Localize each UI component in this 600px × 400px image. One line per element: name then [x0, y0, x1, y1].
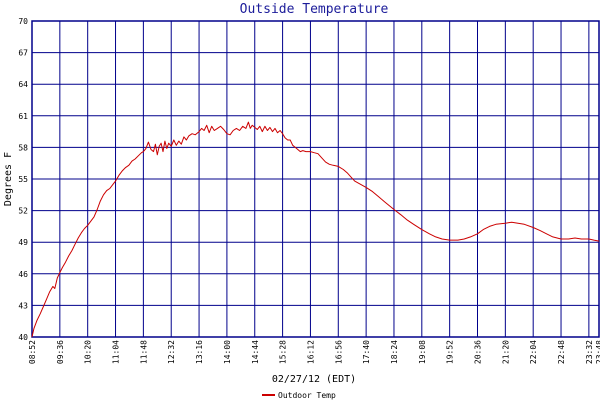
series-layer — [31, 121, 600, 338]
y-axis-ticks: 40 43 46 49 52 55 58 61 64 67 70 — [18, 17, 28, 342]
y-tick-label: 52 — [18, 207, 28, 216]
x-tick-label: 14:44 — [251, 340, 260, 364]
x-tick-label: 21:20 — [501, 340, 510, 364]
x-axis-label: 02/27/12 (EDT) — [272, 374, 356, 385]
y-tick-label: 46 — [18, 270, 28, 279]
y-tick-label: 43 — [18, 301, 28, 310]
plot-area — [31, 20, 600, 338]
y-axis-label: Degrees F — [3, 152, 14, 206]
x-tick-label: 19:52 — [446, 340, 455, 364]
y-tick-label: 40 — [18, 333, 28, 342]
legend: Outdoor Temp — [262, 391, 336, 400]
x-tick-label: 09:36 — [56, 340, 65, 364]
x-axis-ticks: 08:52 09:36 10:20 11:04 11:48 12:32 13:16 14:00… — [28, 340, 600, 364]
y-tick-label: 64 — [18, 80, 28, 89]
x-tick-label: 23:48 — [595, 340, 600, 364]
x-tick-label: 20:36 — [474, 340, 483, 364]
x-tick-label: 11:48 — [139, 340, 148, 364]
y-tick-label: 61 — [18, 112, 28, 121]
x-tick-label: 19:08 — [418, 340, 427, 364]
y-tick-label: 55 — [18, 175, 28, 184]
chart-title: Outside Temperature — [240, 2, 389, 17]
x-tick-label: 18:24 — [390, 340, 399, 364]
x-tick-label: 08:52 — [28, 340, 37, 364]
x-tick-label: 16:56 — [334, 340, 343, 364]
x-tick-label: 10:20 — [84, 340, 93, 364]
x-tick-label: 22:04 — [529, 340, 538, 364]
y-tick-label: 58 — [18, 143, 28, 152]
legend-label-outdoor-temp: Outdoor Temp — [278, 391, 336, 400]
x-tick-label: 16:12 — [306, 340, 315, 364]
x-tick-label: 17:40 — [362, 340, 371, 364]
x-tick-label: 22:48 — [557, 340, 566, 364]
x-tick-label: 12:32 — [167, 340, 176, 364]
series-line-outdoor-temp — [31, 121, 600, 338]
x-tick-label: 14:00 — [223, 340, 232, 364]
x-tick-label: 23:32 — [585, 340, 594, 364]
x-tick-label: 15:28 — [279, 340, 288, 364]
y-tick-label: 67 — [18, 49, 28, 58]
y-tick-label: 49 — [18, 238, 28, 247]
x-tick-label: 11:04 — [112, 340, 121, 364]
y-tick-label: 70 — [18, 17, 28, 26]
x-tick-label: 13:16 — [195, 340, 204, 364]
